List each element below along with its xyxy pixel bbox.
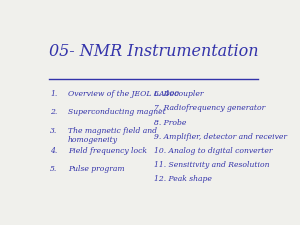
- Text: 8. Probe: 8. Probe: [154, 119, 186, 127]
- Text: 1.: 1.: [50, 90, 58, 98]
- Text: 11. Sensitivity and Resolution: 11. Sensitivity and Resolution: [154, 161, 269, 169]
- Text: Overview of the JEOL LA400: Overview of the JEOL LA400: [68, 90, 179, 98]
- Text: 9. Amplifier, detector and receiver: 9. Amplifier, detector and receiver: [154, 133, 287, 141]
- Text: Superconducting magnet: Superconducting magnet: [68, 108, 166, 116]
- Text: Field frequency lock: Field frequency lock: [68, 146, 147, 155]
- Text: 7. Radiofrequency generator: 7. Radiofrequency generator: [154, 104, 265, 112]
- Text: 10. Analog to digital converter: 10. Analog to digital converter: [154, 147, 272, 155]
- Text: 5.: 5.: [50, 165, 58, 173]
- Text: Pulse program: Pulse program: [68, 165, 124, 173]
- Text: 05- NMR Instrumentation: 05- NMR Instrumentation: [49, 43, 259, 60]
- Text: 6. Decoupler: 6. Decoupler: [154, 90, 203, 98]
- Text: 4.: 4.: [50, 146, 58, 155]
- Text: 3.: 3.: [50, 127, 58, 135]
- Text: The magnetic field and
homogeneity: The magnetic field and homogeneity: [68, 127, 157, 144]
- Text: 2.: 2.: [50, 108, 58, 116]
- Text: 12. Peak shape: 12. Peak shape: [154, 176, 212, 183]
